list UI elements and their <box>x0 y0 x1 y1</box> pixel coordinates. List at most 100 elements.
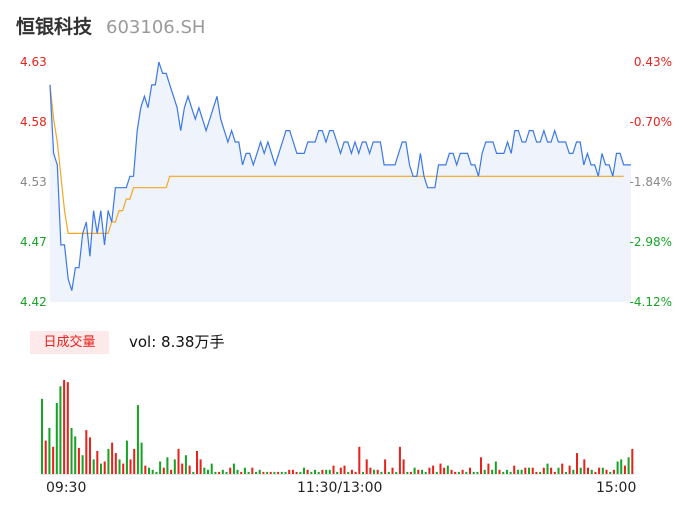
volume-bar <box>594 471 597 474</box>
volume-bar <box>288 469 291 474</box>
volume-bar <box>92 459 95 474</box>
volume-bar <box>623 465 626 474</box>
volume-bar <box>151 469 154 474</box>
volume-bar <box>114 453 117 474</box>
volume-bar <box>81 455 84 474</box>
volume-bar <box>166 457 169 474</box>
volume-bar <box>243 467 246 474</box>
volume-bar <box>509 471 512 474</box>
volume-bar <box>472 471 475 474</box>
volume-bar <box>181 463 184 474</box>
price-tick-label: 4.58 <box>20 115 47 129</box>
volume-prefix: vol: <box>129 333 162 351</box>
percent-tick-label: 0.43% <box>634 55 672 69</box>
volume-bar <box>494 461 497 474</box>
volume-bar <box>122 463 125 474</box>
volume-bar <box>59 386 62 474</box>
stock-name: 恒银科技 <box>16 16 93 38</box>
volume-bar <box>376 469 379 474</box>
volume-bar <box>446 465 449 474</box>
volume-bar <box>406 471 409 474</box>
volume-bar <box>44 440 47 474</box>
volume-bar <box>502 471 505 474</box>
volume-bar <box>576 453 579 474</box>
volume-bar <box>221 469 224 474</box>
volume-bar <box>609 471 612 474</box>
volume-bar <box>373 469 376 474</box>
volume-bar <box>465 471 468 474</box>
volume-bar <box>358 446 361 474</box>
volume-bar <box>196 451 199 474</box>
volume-bar <box>557 467 560 474</box>
volume-bar <box>129 459 132 474</box>
volume-bar <box>476 471 479 474</box>
price-tick-label: 4.42 <box>20 295 47 309</box>
volume-bar <box>424 471 427 474</box>
x-tick-close: 15:00 <box>596 480 637 496</box>
volume-bar <box>232 463 235 474</box>
volume-bar <box>328 469 331 474</box>
stock-code: 603106.SH <box>106 17 206 38</box>
volume-bar <box>579 467 582 474</box>
volume-bar <box>395 471 398 474</box>
volume-bar <box>483 469 486 474</box>
volume-bar <box>136 405 139 474</box>
intraday-price-chart: 4.63 4.58 4.53 4.47 4.42 0.43% -0.70% -1.84% -2.… <box>20 55 672 309</box>
volume-bar <box>125 440 128 474</box>
volume-bar <box>513 465 516 474</box>
volume-bar <box>417 469 420 474</box>
volume-bar <box>325 469 328 474</box>
volume-bar <box>284 471 287 474</box>
volume-bar <box>74 436 77 474</box>
volume-bar <box>498 469 501 474</box>
volume-bar <box>203 467 206 474</box>
percent-tick-label: -2.98% <box>630 235 672 249</box>
volume-bar <box>421 469 424 474</box>
volume-bar <box>118 459 121 474</box>
x-tick-midday: 11:30/13:00 <box>297 480 383 496</box>
volume-bar <box>546 463 549 474</box>
volume-bar <box>528 467 531 474</box>
volume-bar <box>391 467 394 474</box>
volume-value: 8.38万手 <box>161 333 225 351</box>
volume-bar <box>299 471 302 474</box>
volume-bar <box>162 467 165 474</box>
percent-tick-label: -1.84% <box>630 175 672 189</box>
volume-bar <box>616 461 619 474</box>
volume-bar <box>277 471 280 474</box>
volume-bar <box>590 469 593 474</box>
volume-bar <box>535 471 538 474</box>
volume-bar <box>85 430 88 474</box>
volume-bar <box>587 467 590 474</box>
volume-bar <box>568 465 571 474</box>
volume-bar <box>553 471 556 474</box>
volume-bar <box>598 467 601 474</box>
volume-bar <box>362 471 365 474</box>
volume-bar <box>266 471 269 474</box>
volume-bar <box>210 463 213 474</box>
volume-bar <box>240 471 243 474</box>
volume-bar <box>350 469 353 474</box>
volume-bar <box>159 461 162 474</box>
volume-bar <box>321 469 324 474</box>
volume-bar <box>280 471 283 474</box>
volume-bar <box>140 442 143 474</box>
volume-bar <box>469 467 472 474</box>
volume-bar <box>539 471 542 474</box>
volume-bar <box>173 459 176 474</box>
volume-bar <box>480 457 483 474</box>
volume-bar <box>52 446 55 474</box>
x-tick-open: 09:30 <box>46 480 87 496</box>
volume-bar <box>384 459 387 474</box>
volume-bar <box>188 465 191 474</box>
volume-bar <box>89 437 92 474</box>
volume-bar <box>170 469 173 474</box>
volume-bar <box>339 467 342 474</box>
volume-bar <box>262 471 265 474</box>
volume-bar <box>100 463 103 474</box>
volume-bar <box>247 471 250 474</box>
volume-bar <box>192 471 195 474</box>
volume-bar <box>214 471 217 474</box>
volume-bar <box>148 467 151 474</box>
volume-readout: vol: 8.38万手 <box>129 331 224 354</box>
